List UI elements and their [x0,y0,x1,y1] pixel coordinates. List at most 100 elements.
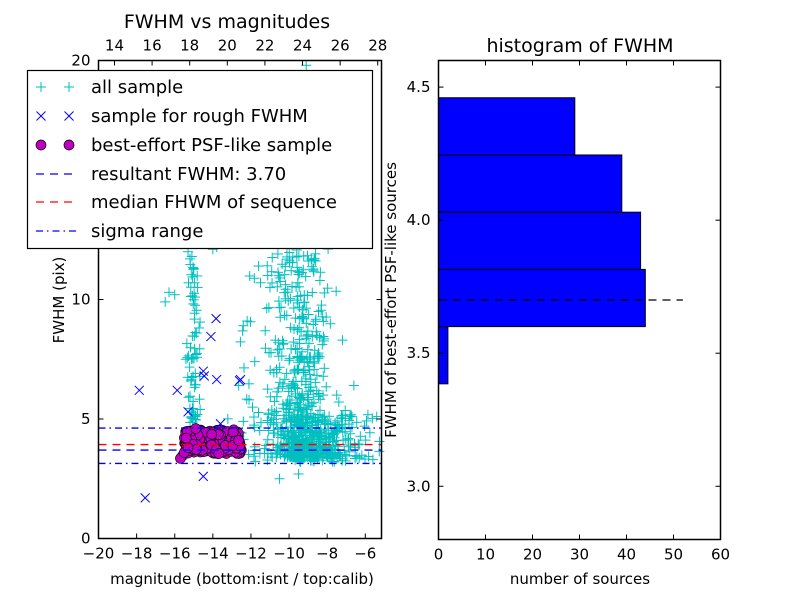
x-tick-label: −20 [83,545,115,563]
histogram-bar [438,97,576,156]
all-sample-point [318,331,329,342]
all-sample-point [302,344,313,355]
all-sample-point [300,402,311,413]
all-sample-point [314,332,325,343]
psf-sample-point [213,448,225,459]
top-x-tick-label: 18 [180,37,199,55]
top-x-tick-label: 16 [143,37,162,55]
all-sample-point [298,313,309,324]
all-sample-point [349,438,360,449]
all-sample-point [317,455,328,466]
all-sample-point [238,416,249,427]
x-b [36,111,46,121]
x-tick-label: −8 [316,545,338,563]
all-sample-point [275,432,286,443]
all-sample-point [361,415,372,426]
all-sample-point [285,417,296,428]
all-sample-point [333,396,344,407]
histogram-y-ticks: 3.0 3.5 4.0 4.5 [407,78,721,495]
all-sample-point [308,456,319,467]
all-sample-point [318,390,329,401]
all-sample-point [243,378,254,389]
y-tick-label: 20 [71,52,90,70]
all-sample-point [291,251,302,262]
all-sample-point [303,386,314,397]
x-b [198,471,209,482]
all-sample-point [269,396,280,407]
all-sample-point [254,425,265,436]
all-sample-point [268,419,279,430]
all-sample-point [260,440,271,451]
rough-sample-point [211,374,222,385]
all-sample-point [287,281,298,292]
all-sample-point [371,411,382,422]
all-sample-point [238,362,249,373]
all-sample-point [364,427,375,438]
all-sample-point [296,435,307,446]
all-sample-point [290,429,301,440]
histogram-x-ticks: 0 10 20 30 40 50 60 [434,60,730,564]
x-tick-label: 60 [711,546,730,564]
all-sample-point [319,333,330,344]
rough-sample-point [206,331,216,342]
all-sample-point [374,446,385,457]
rough-sample-point [183,406,193,417]
all-sample-point [292,297,303,308]
all-sample-point [186,251,197,262]
legend-plus-icon [36,82,46,92]
all-sample-point [327,444,338,455]
all-sample-point [189,382,200,393]
all-sample-point [294,392,305,403]
all-sample-point [249,422,260,433]
all-sample-point [278,338,289,349]
all-sample-point [278,403,289,414]
all-sample-point [299,424,310,435]
scatter-x-label: magnitude (bottom:isnt / top:calib) [110,570,374,588]
legend-box [26,69,374,250]
all-sample-point [305,427,316,438]
all-sample-point [294,302,305,313]
all-sample-point [289,324,300,335]
all-sample-point [331,390,342,401]
x-b [134,385,145,396]
legend-circle-icon [35,139,47,151]
all-sample-point [292,343,303,354]
all-sample-point [188,396,199,407]
x-b [235,374,246,385]
legend-circle-icon [63,139,75,151]
all-sample-point [263,302,274,313]
all-sample-point [262,415,273,426]
all-sample-point [293,251,304,262]
all-sample-point [309,253,320,264]
all-sample-point [325,318,336,329]
all-sample-point [244,394,255,405]
all-sample-point [185,391,196,402]
all-sample-point [303,309,314,320]
all-sample-point [189,314,200,325]
all-sample-point [315,431,326,442]
all-sample-point [192,270,203,281]
legend: all sample sample for rough FWHM best-ef… [26,69,374,250]
x-b [140,493,151,503]
all-sample-point [282,287,293,298]
all-sample-point [306,398,317,409]
x-b [172,385,183,396]
all-sample-point [303,446,314,457]
histogram-title: histogram of FWHM [486,35,673,57]
all-sample-point [260,325,271,336]
all-sample-point [283,407,294,418]
all-sample-point [288,303,299,314]
all-sample-point [273,383,284,394]
all-sample-point [277,335,288,346]
x-tick-label: 10 [476,546,495,564]
all-sample-point [195,404,206,415]
all-sample-point [242,316,253,327]
all-sample-point [186,411,197,422]
all-sample-point [281,410,292,421]
all-sample-point [292,383,303,394]
all-sample-point [346,422,357,433]
all-sample-point [318,371,329,382]
x-tick-label: −6 [354,545,376,563]
all-sample-point [244,270,255,281]
all-sample-point [310,316,321,327]
